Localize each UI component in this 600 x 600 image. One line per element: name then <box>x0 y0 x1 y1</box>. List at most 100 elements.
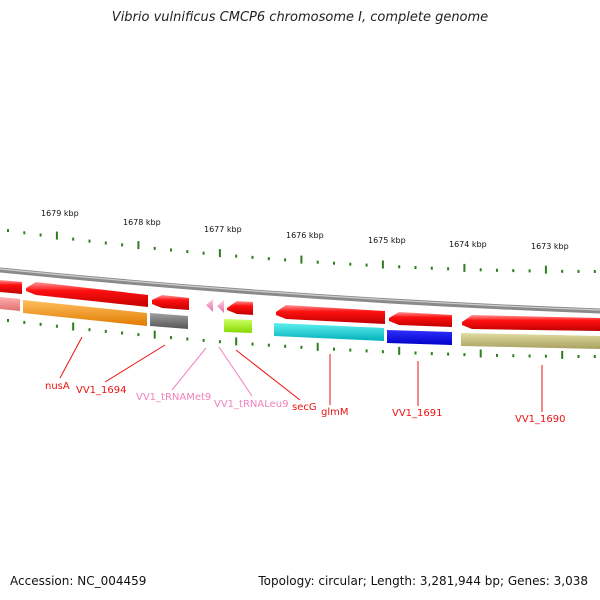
gene-label-glmM: glmM <box>321 407 349 418</box>
callout-vv1-1694 <box>104 344 166 383</box>
gene-label-vv1-trnaleu9: VV1_tRNALeu9 <box>214 399 288 410</box>
inner-tick-minor <box>447 352 450 356</box>
outer-tick-minor <box>365 263 368 267</box>
callout-nusA <box>59 336 83 379</box>
inner-tick-minor <box>496 353 498 357</box>
gene-arrow-glmM <box>276 305 385 324</box>
outer-tick-major <box>218 249 221 258</box>
scale-label-1677: 1677 kbp <box>204 225 242 234</box>
gene-arrow-vv1-1691 <box>389 312 452 327</box>
inner-tick-major <box>153 330 156 339</box>
outer-tick-major <box>55 231 58 240</box>
gene-arrow-vv1-1694 <box>26 282 148 307</box>
inner-tick-major <box>316 342 319 351</box>
inner-tick-minor <box>544 354 547 358</box>
inner-tick-minor <box>39 322 42 326</box>
gene-labels: nusA VV1_1694 VV1_tRNAMet9 VV1_tRNALeu9 … <box>45 381 566 425</box>
footer-stats: Topology: circular; Length: 3,281,944 bp… <box>258 574 588 588</box>
inner-tick-minor <box>55 324 58 328</box>
outer-tick-minor <box>104 241 107 245</box>
inner-tick-minor <box>186 337 189 341</box>
trna-arrow-leu9 <box>217 300 224 313</box>
outer-tick-minor <box>447 267 450 271</box>
gene-label-nusA: nusA <box>45 381 70 392</box>
outer-tick-minor <box>23 231 26 235</box>
gene-arrow-left-edge <box>0 280 22 294</box>
map-title: Vibrio vulnificus CMCP6 chromosome I, co… <box>111 10 489 25</box>
gene-arrow-nusA-adjacent <box>152 295 189 310</box>
outer-tick-minor <box>430 266 433 270</box>
inner-tick-minor <box>463 353 466 357</box>
outer-tick-minor <box>72 237 75 241</box>
inner-tick-minor <box>251 342 254 346</box>
outer-tick-minor <box>284 258 287 262</box>
inner-tick-minor <box>284 344 287 348</box>
callout-lines <box>59 336 543 412</box>
cog-block-salmon <box>0 297 20 311</box>
outer-tick-minor <box>186 250 189 254</box>
inner-tick-minor <box>104 329 107 333</box>
gene-label-vv1-1690: VV1_1690 <box>515 414 566 425</box>
outer-tick-minor <box>316 260 319 264</box>
inner-tick-major <box>561 350 564 359</box>
outer-tick-minor <box>235 254 238 258</box>
scale-label-1675: 1675 kbp <box>368 236 406 245</box>
callout-trnaleu9 <box>218 346 253 397</box>
chromosome-backbone-highlight <box>0 268 600 311</box>
footer-accession: Accession: NC_004459 <box>10 574 147 588</box>
cog-block-olive <box>461 333 600 349</box>
outer-tick-minor <box>414 266 417 269</box>
outer-tick-minor <box>267 257 270 261</box>
gene-label-secG: secG <box>292 402 317 413</box>
cog-block-cyan <box>274 323 384 341</box>
inner-tick-minor <box>300 345 303 349</box>
outer-tick-minor <box>153 246 156 250</box>
outer-tick-minor <box>561 269 564 273</box>
inner-tick-minor <box>88 328 91 332</box>
inner-tick-minor <box>137 333 140 337</box>
outer-tick-minor <box>121 243 124 247</box>
inner-tick-minor <box>512 354 515 358</box>
scale-label-1679: 1679 kbp <box>41 209 79 218</box>
scale-labels: 1679 kbp 1678 kbp 1677 kbp 1676 kbp 1675… <box>41 209 569 251</box>
gene-label-vv1-1691: VV1_1691 <box>392 408 443 419</box>
gene-arrow-vv1-1690 <box>462 315 600 331</box>
outer-tick-major <box>381 260 384 269</box>
outer-tick-minor <box>39 233 42 237</box>
outer-tick-major <box>463 263 466 272</box>
callout-trnamet9 <box>171 347 207 391</box>
outer-tick-minor <box>202 251 205 255</box>
inner-tick-minor <box>349 348 352 352</box>
cog-block-blue <box>387 330 452 345</box>
inner-tick-minor <box>202 338 205 342</box>
inner-tick-major <box>398 346 401 355</box>
outer-tick-minor <box>528 269 531 273</box>
chromosome-backbone <box>0 267 600 314</box>
inner-tick-minor <box>414 351 417 355</box>
inner-tick-major <box>235 337 238 346</box>
inner-tick-minor <box>365 349 368 353</box>
cog-block-orange <box>23 300 147 326</box>
gene-arrow-secG <box>227 301 253 315</box>
outer-tick-minor <box>479 268 482 272</box>
callout-secG <box>235 349 301 401</box>
upper-feature-track <box>0 280 600 331</box>
inner-tick-minor <box>121 331 124 335</box>
inner-tick-major <box>479 349 482 358</box>
outer-tick-minor <box>7 229 9 233</box>
inner-tick-minor <box>593 355 596 358</box>
outer-tick-minor <box>512 269 515 273</box>
inner-tick-minor <box>7 319 9 322</box>
inner-tick-minor <box>333 347 335 351</box>
cog-block-grey <box>150 313 188 329</box>
outer-tick-minor <box>496 268 498 272</box>
scale-label-1676: 1676 kbp <box>286 231 324 240</box>
outer-tick-minor <box>593 270 596 273</box>
outer-scale-ticks <box>7 229 596 274</box>
lower-feature-track <box>0 297 600 349</box>
outer-tick-minor <box>88 239 91 243</box>
inner-tick-major <box>72 322 75 331</box>
inner-scale-ticks <box>7 319 596 359</box>
scale-label-1673: 1673 kbp <box>531 242 569 251</box>
